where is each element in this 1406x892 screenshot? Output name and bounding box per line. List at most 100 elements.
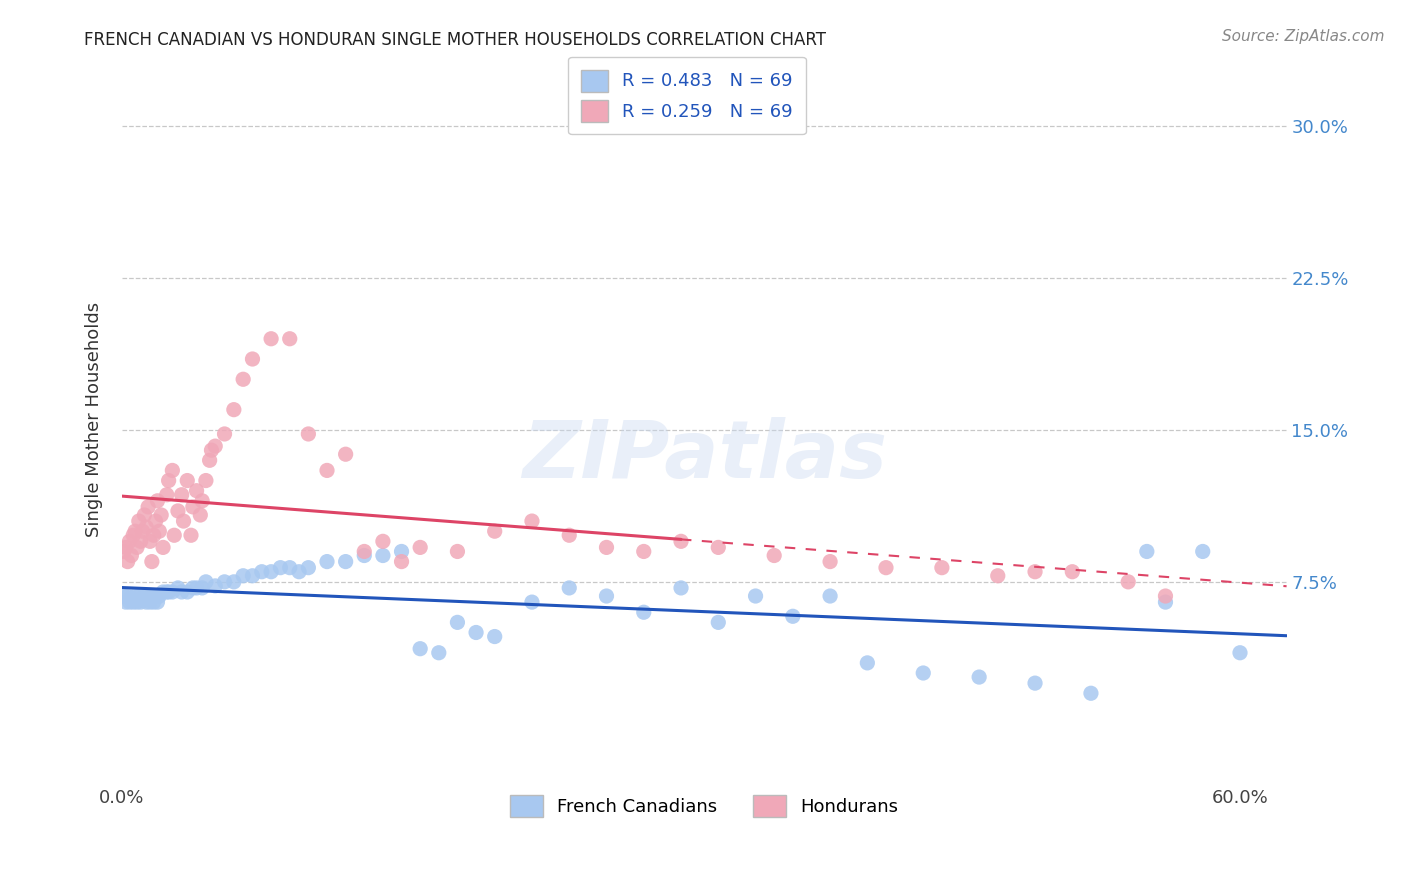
Point [176, 585, 198, 599]
Point [1024, 565, 1046, 579]
Text: FRENCH CANADIAN VS HONDURAN SINGLE MOTHER HOUSEHOLDS CORRELATION CHART: FRENCH CANADIAN VS HONDURAN SINGLE MOTHE… [84, 31, 827, 49]
Point [222, 402, 245, 417]
Point [427, 646, 450, 660]
Point [297, 560, 319, 574]
Point [198, 453, 221, 467]
Point [446, 615, 468, 630]
Point [204, 439, 226, 453]
Point [1024, 676, 1046, 690]
Point [186, 581, 208, 595]
Point [163, 528, 186, 542]
Point [129, 534, 152, 549]
Point [120, 591, 142, 605]
Point [1116, 574, 1139, 589]
Point [391, 555, 413, 569]
Point [122, 528, 145, 542]
Point [148, 589, 170, 603]
Point [156, 585, 179, 599]
Point [595, 589, 617, 603]
Point [134, 508, 156, 522]
Point [967, 670, 990, 684]
Point [214, 574, 236, 589]
Point [136, 589, 159, 603]
Point [232, 568, 254, 582]
Point [134, 589, 156, 603]
Point [188, 508, 211, 522]
Point [162, 585, 184, 599]
Point [782, 609, 804, 624]
Point [520, 595, 543, 609]
Point [1191, 544, 1213, 558]
Point [136, 500, 159, 514]
Point [818, 589, 841, 603]
Point [484, 630, 506, 644]
Point [170, 585, 193, 599]
Point [250, 565, 273, 579]
Point [112, 589, 135, 603]
Point [558, 581, 581, 595]
Point [141, 555, 163, 569]
Text: Source: ZipAtlas.com: Source: ZipAtlas.com [1222, 29, 1385, 44]
Point [1154, 589, 1177, 603]
Point [316, 555, 339, 569]
Point [931, 560, 953, 574]
Y-axis label: Single Mother Households: Single Mother Households [86, 302, 103, 537]
Point [278, 332, 301, 346]
Point [371, 549, 394, 563]
Point [135, 595, 157, 609]
Point [744, 589, 766, 603]
Point [142, 528, 165, 542]
Point [856, 656, 879, 670]
Point [669, 534, 692, 549]
Point [128, 589, 150, 603]
Point [214, 427, 236, 442]
Point [269, 560, 291, 574]
Point [763, 549, 786, 563]
Point [409, 641, 432, 656]
Point [222, 574, 245, 589]
Point [114, 595, 136, 609]
Point [1229, 646, 1251, 660]
Point [176, 474, 198, 488]
Point [446, 544, 468, 558]
Point [316, 463, 339, 477]
Point [1080, 686, 1102, 700]
Point [129, 595, 152, 609]
Point [633, 605, 655, 619]
Point [260, 565, 283, 579]
Point [118, 534, 141, 549]
Point [118, 595, 141, 609]
Point [120, 549, 142, 563]
Point [162, 463, 184, 477]
Point [353, 549, 375, 563]
Point [669, 581, 692, 595]
Point [145, 514, 167, 528]
Point [157, 474, 180, 488]
Point [122, 595, 145, 609]
Text: ZIPatlas: ZIPatlas [522, 417, 887, 495]
Point [112, 544, 135, 558]
Point [633, 544, 655, 558]
Point [146, 493, 169, 508]
Point [135, 520, 157, 534]
Point [167, 581, 190, 595]
Point [595, 541, 617, 555]
Point [391, 544, 413, 558]
Point [335, 555, 357, 569]
Point [131, 524, 153, 539]
Point [146, 595, 169, 609]
Point [1154, 595, 1177, 609]
Point [242, 568, 264, 582]
Point [707, 615, 730, 630]
Point [152, 585, 174, 599]
Point [707, 541, 730, 555]
Point [191, 493, 214, 508]
Point [1062, 565, 1084, 579]
Point [141, 589, 163, 603]
Point [139, 534, 162, 549]
Point [180, 528, 202, 542]
Point [818, 555, 841, 569]
Point [186, 483, 208, 498]
Point [170, 488, 193, 502]
Point [484, 524, 506, 539]
